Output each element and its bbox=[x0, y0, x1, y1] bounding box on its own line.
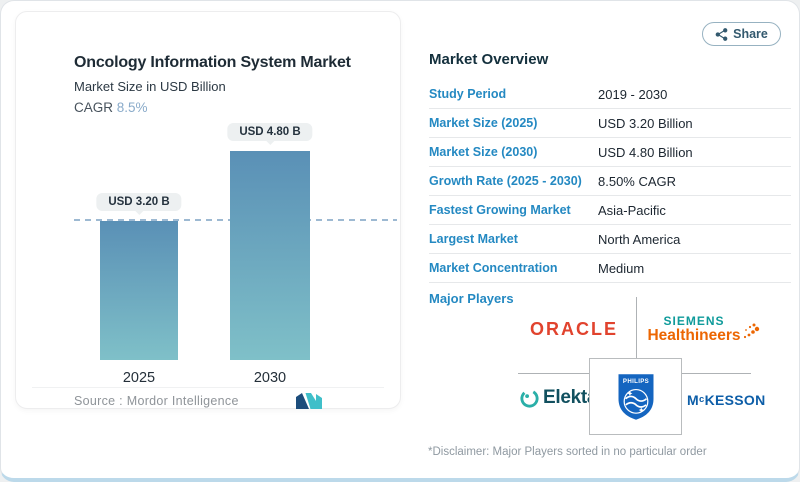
elekta-wordmark: Elekta bbox=[543, 387, 598, 408]
healthineers-wordmark: Healthineers bbox=[647, 327, 741, 344]
mckesson-logo: McKESSON bbox=[687, 392, 766, 408]
row-value: 2019 - 2030 bbox=[598, 86, 668, 102]
mckesson-rest: KESSON bbox=[704, 392, 766, 408]
siemens-dots-icon bbox=[743, 323, 760, 339]
table-row: Growth Rate (2025 - 2030) 8.50% CAGR bbox=[429, 167, 791, 196]
mckesson-small-c: c bbox=[698, 394, 705, 405]
share-label: Share bbox=[733, 27, 768, 41]
major-players-label: Major Players bbox=[429, 291, 514, 306]
share-icon bbox=[715, 27, 728, 41]
row-label: Market Size (2025) bbox=[429, 116, 538, 130]
row-value: USD 3.20 Billion bbox=[598, 115, 693, 131]
cagr-label: CAGR bbox=[74, 100, 114, 115]
row-label: Fastest Growing Market bbox=[429, 203, 571, 217]
disclaimer-text: *Disclaimer: Major Players sorted in no … bbox=[428, 446, 707, 458]
table-row: Largest Market North America bbox=[429, 225, 791, 254]
row-value: USD 4.80 Billion bbox=[598, 144, 693, 160]
bar-value-pill: USD 4.80 B bbox=[227, 123, 313, 142]
source-row: Source : Mordor Intelligence bbox=[74, 394, 239, 408]
chart-header: Oncology Information System Market Marke… bbox=[74, 54, 351, 115]
chart-title: Oncology Information System Market bbox=[74, 54, 351, 71]
connector-vertical-line bbox=[636, 297, 637, 358]
table-row: Fastest Growing Market Asia-Pacific bbox=[429, 196, 791, 225]
table-row: Market Size (2025) USD 3.20 Billion bbox=[429, 109, 791, 138]
table-row: Study Period 2019 - 2030 bbox=[429, 80, 791, 109]
philips-shield-icon: PHILIPS bbox=[618, 373, 653, 420]
bar-group: USD 3.20 B 2025 bbox=[96, 140, 182, 386]
elekta-logo: Elekta bbox=[519, 387, 597, 409]
bar[interactable] bbox=[100, 220, 178, 360]
overview-heading: Market Overview bbox=[429, 51, 549, 68]
overview-table: Study Period 2019 - 2030 Market Size (20… bbox=[429, 80, 791, 283]
x-axis-label: 2030 bbox=[253, 370, 287, 386]
oracle-logo: ORACLE bbox=[530, 319, 618, 339]
cagr-line: CAGR 8.5% bbox=[74, 100, 351, 115]
philips-box: PHILIPS bbox=[589, 358, 682, 435]
row-value: North America bbox=[598, 231, 681, 247]
chart-subtitle: Market Size in USD Billion bbox=[74, 79, 226, 94]
bar-group: USD 4.80 B 2030 bbox=[227, 123, 313, 386]
siemens-healthineers-logo: SIEMENS Healthineers bbox=[646, 314, 760, 345]
source-label: Source : bbox=[74, 394, 123, 408]
row-value: 8.50% CAGR bbox=[598, 173, 677, 189]
cagr-value: 8.5% bbox=[116, 100, 148, 115]
x-axis-label: 2025 bbox=[122, 370, 156, 386]
source-divider bbox=[32, 387, 384, 388]
row-label: Study Period bbox=[429, 87, 507, 101]
table-row: Market Concentration Medium bbox=[429, 254, 791, 283]
chart-panel: Oncology Information System Market Marke… bbox=[15, 11, 401, 409]
bar-chart: USD 3.20 B 2025 USD 4.80 B 2030 bbox=[16, 123, 402, 386]
elekta-icon bbox=[520, 388, 539, 408]
table-row: Market Size (2030) USD 4.80 Billion bbox=[429, 138, 791, 167]
mckesson-m: M bbox=[687, 392, 699, 408]
bar-value-pill: USD 3.20 B bbox=[96, 192, 182, 211]
share-button[interactable]: Share bbox=[702, 22, 781, 46]
bar[interactable] bbox=[230, 151, 310, 360]
row-label: Growth Rate (2025 - 2030) bbox=[429, 174, 582, 188]
row-label: Largest Market bbox=[429, 232, 518, 246]
mordor-intelligence-logo-icon bbox=[296, 393, 322, 409]
row-value: Medium bbox=[598, 260, 645, 276]
row-label: Market Size (2030) bbox=[429, 145, 538, 159]
row-value: Asia-Pacific bbox=[598, 202, 666, 218]
philips-wordmark: PHILIPS bbox=[622, 378, 648, 385]
row-label: Market Concentration bbox=[429, 261, 558, 275]
siemens-wordmark: SIEMENS bbox=[663, 314, 725, 328]
source-name: Mordor Intelligence bbox=[126, 394, 239, 408]
